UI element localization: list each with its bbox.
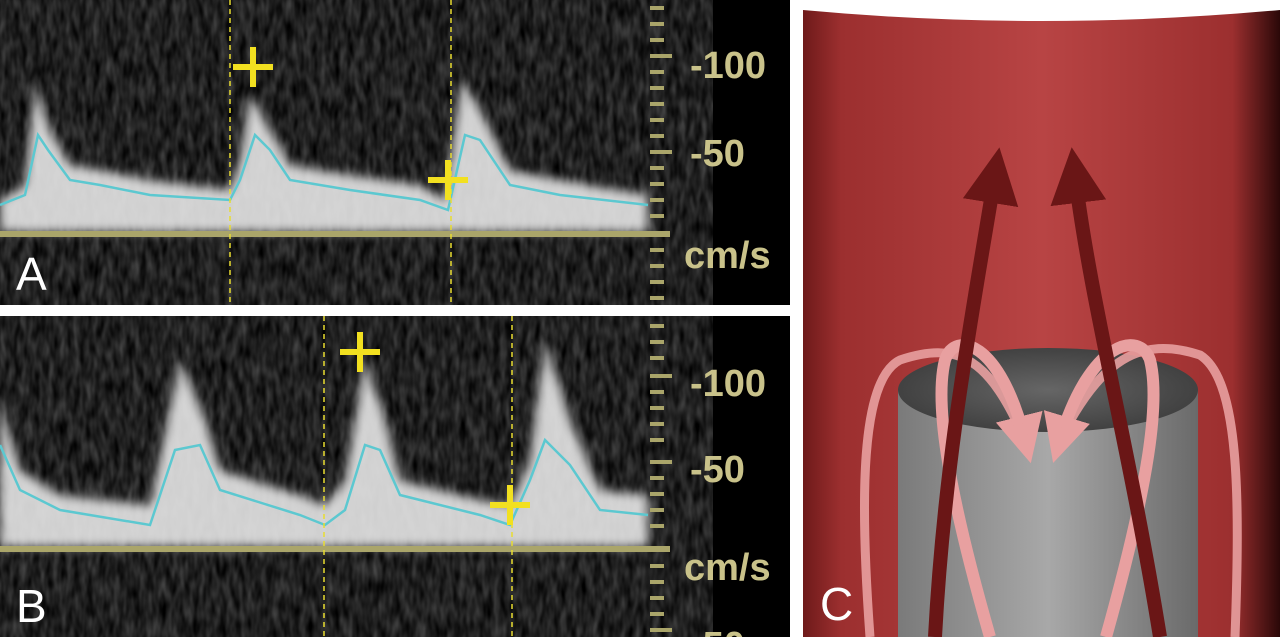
panel-label: C (820, 578, 853, 630)
panel-b: -100 -50 cm/s -50 B (0, 316, 790, 637)
scale-label: -50 (690, 449, 745, 491)
unit-label: cm/s (684, 235, 771, 277)
panel-label: B (16, 580, 47, 632)
panel-label: A (16, 248, 47, 300)
scale-label: -100 (690, 363, 766, 405)
panel-c: C (803, 0, 1280, 637)
scale-label: -100 (690, 45, 766, 87)
scale-label: -50 (690, 133, 745, 175)
panel-a: -100 -50 cm/s A (0, 0, 790, 305)
unit-label: cm/s (684, 547, 771, 589)
scale-label: -50 (690, 625, 745, 637)
